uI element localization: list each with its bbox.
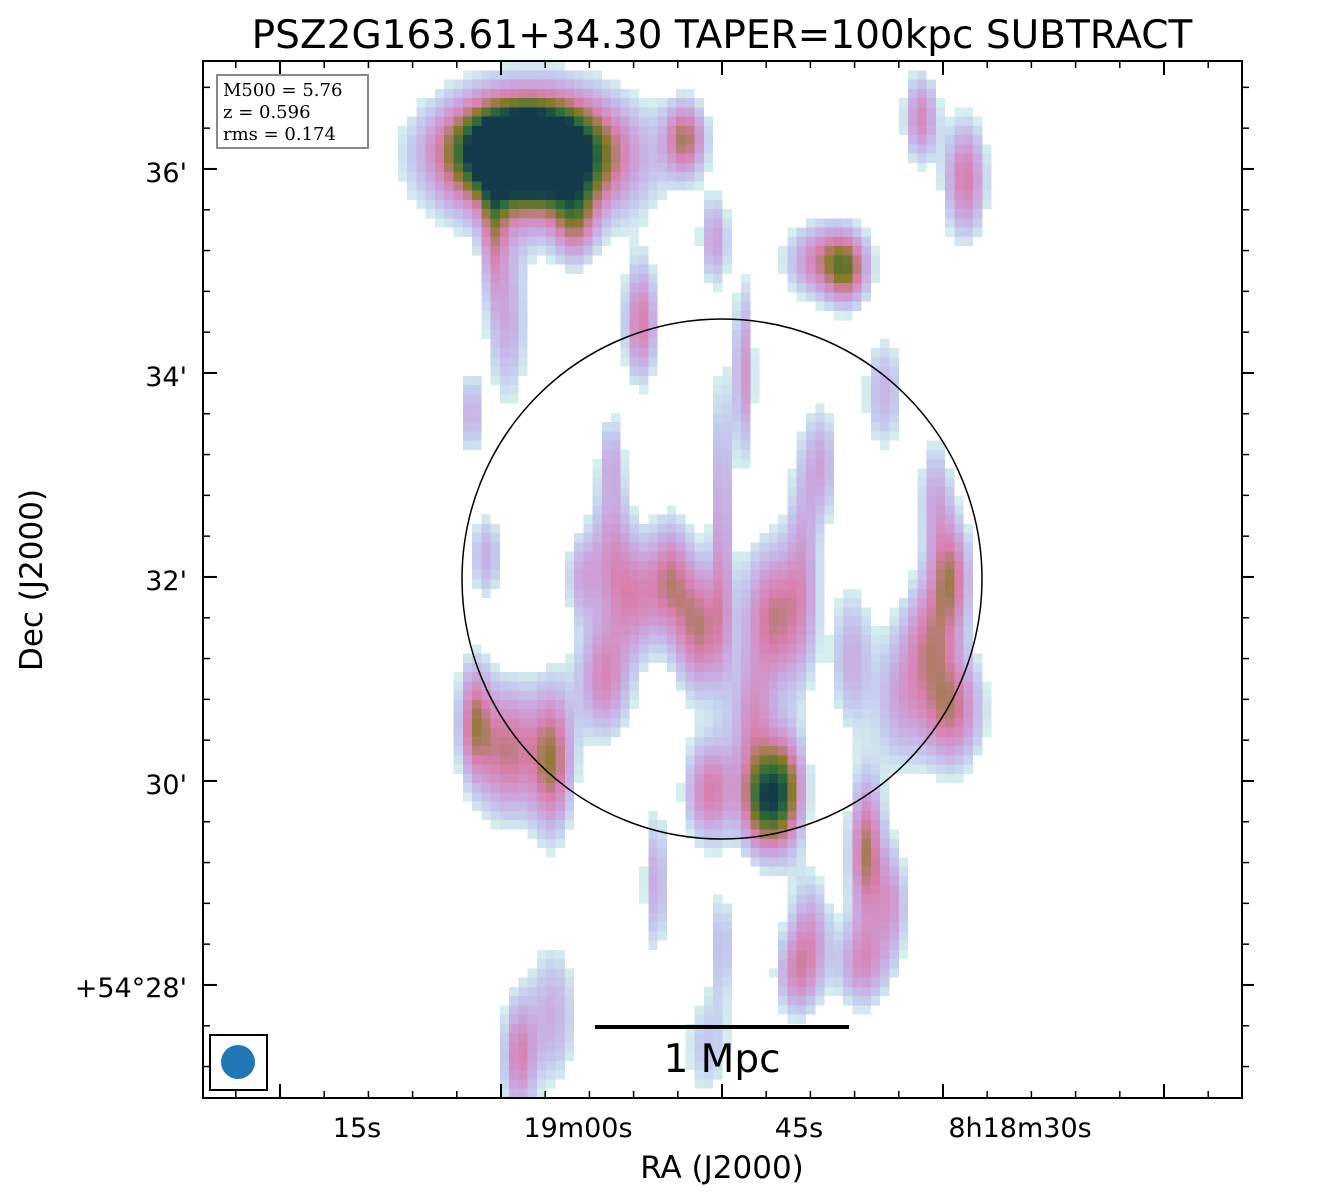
y-tick-label: 30' [145,770,187,801]
plot-frame [202,60,1243,1099]
scale-bar: 1 Mpc [595,1025,849,1082]
x-tick-label: 8h18m30s [948,1113,1091,1144]
y-tick-label: 36' [145,158,187,189]
axis-ticks [203,61,1254,1098]
beam-ellipse [221,1045,255,1079]
y-tick-label: 34' [145,362,187,393]
x-tick-labels: 15s 19m00s 45s 8h18m30s [333,1113,1092,1144]
y-tick-labels: 36' 34' 32' 30' +54°28' [75,158,187,1004]
y-tick-label: 32' [145,566,187,597]
y-axis-label: Dec (J2000) [14,489,50,671]
scale-bar-label: 1 Mpc [663,1037,780,1082]
chart-title: PSZ2G163.61+34.30 TAPER=100kpc SUBTRACT [252,13,1193,58]
x-tick-label: 45s [775,1113,823,1144]
y-tick-label: +54°28' [75,973,187,1004]
intensity-heatmap [203,61,1242,1098]
x-axis-label: RA (J2000) [640,1150,804,1186]
beam-indicator [209,1034,268,1091]
x-tick-label: 19m00s [523,1113,632,1144]
info-rms: rms = 0.174 [223,124,336,145]
info-redshift: z = 0.596 [223,102,311,123]
r500-circle [461,318,983,840]
info-box: M500 = 5.76 z = 0.596 rms = 0.174 [216,74,369,149]
info-m500: M500 = 5.76 [223,80,342,101]
x-tick-label: 15s [333,1113,381,1144]
info-box-frame [216,74,369,149]
